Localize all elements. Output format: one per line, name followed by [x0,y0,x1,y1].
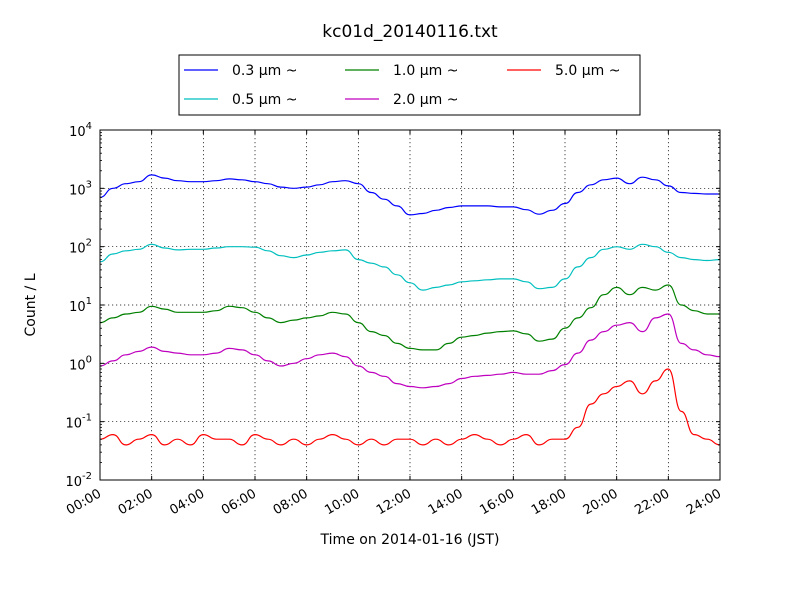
y-tick-label: 10-1 [65,413,92,432]
y-tick-label: 100 [69,354,92,373]
legend-frame [178,54,641,116]
legend-label: 0.3 μm ~ [232,63,297,79]
y-axis: 10-2 10-1 100 101 102 103 104 [65,121,720,490]
y-tick-label: 10-2 [65,471,92,490]
legend-label: 1.0 μm ~ [393,63,458,79]
y-tick-label: 103 [69,179,92,198]
y-axis-label: Count / L [23,273,39,336]
y-tick-label: 104 [69,121,92,140]
series-lines [99,174,721,446]
x-axis-label: Time on 2014-01-16 (JST) [320,532,500,548]
y-tick-label: 102 [69,238,92,257]
series-line [99,313,721,389]
chart-title: kc01d_20140116.txt [322,22,498,42]
series-line [99,284,720,351]
legend-label: 2.0 μm ~ [393,92,458,108]
legend-label: 5.0 μm ~ [555,63,620,79]
series-line [99,174,720,216]
series-line [99,368,721,446]
y-tick-label: 101 [69,296,92,315]
series-line [99,243,721,291]
legend-label: 0.5 μm ~ [232,92,297,108]
legend: 0.3 μm ~ 0.5 μm ~ 1.0 μm ~ 2.0 μm ~ 5.0 μm ~ [178,54,641,116]
